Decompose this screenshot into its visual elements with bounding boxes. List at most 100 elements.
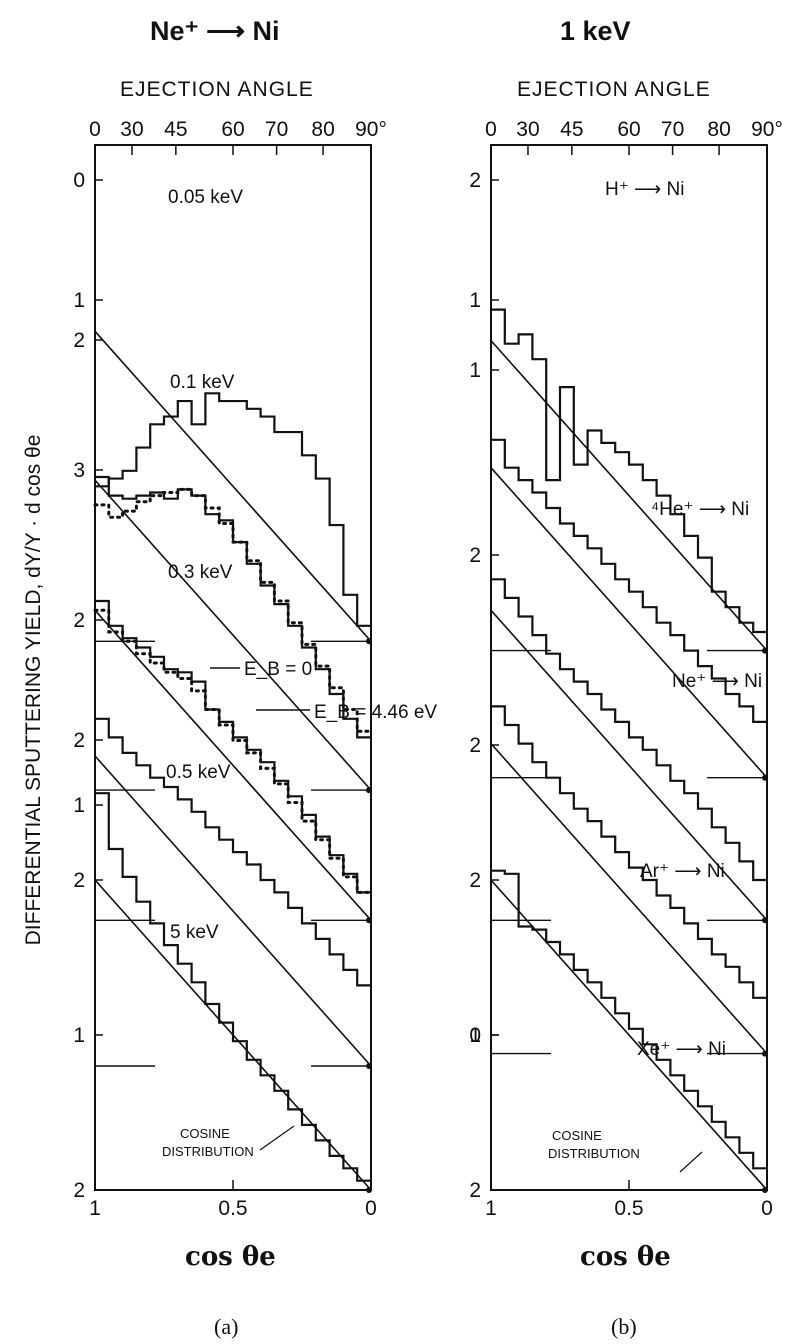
cosine-end-dot-a-4 (366, 1187, 372, 1193)
bottom-tick-label-a-2: 0 (365, 1197, 377, 1220)
histogram-b-2 (489, 578, 769, 882)
y-tick-label-b-6: 2 (469, 169, 481, 192)
caption-a: (a) (214, 1314, 238, 1339)
top-tick-label-b-0: 0 (485, 118, 497, 141)
cosine-line-b-3 (490, 743, 768, 1055)
top-tick-label-b-1: 30 (516, 118, 539, 141)
y-tick-label-a-6: 3 (73, 459, 85, 482)
top-tick-label-a-5: 80 (311, 118, 334, 141)
top-tick-label-b-4: 70 (661, 118, 684, 141)
histogram-a-5 (93, 717, 373, 987)
y-tick-label-a-8: 1 (73, 289, 85, 312)
y-axis-label: DIFFERENTIAL SPUTTERING YIELD, dY/Y · d … (22, 435, 45, 946)
cosine-end-dot-b-0 (762, 647, 768, 654)
top-tick-label-b-3: 60 (617, 118, 640, 141)
label-0-05-kev: 0.05 keV (168, 187, 243, 208)
histogram-a-3 (93, 599, 373, 894)
y-tick-label-a-0: 2 (73, 1179, 85, 1202)
header-left: Ne⁺ ⟶ Ni (150, 16, 279, 46)
cosine-line-a-1 (94, 479, 372, 791)
series-label-1: ⁴He⁺ ⟶ Ni (651, 499, 749, 520)
top-axis-title-a: EJECTION ANGLE (120, 78, 314, 101)
series-label-2: Ne⁺ ⟶ Ni (672, 671, 762, 692)
header-right: 1 keV (560, 16, 631, 46)
cosine-line-b-2 (490, 609, 768, 921)
cosine-line-a-2 (94, 609, 372, 921)
histogram-b-1 (489, 438, 769, 723)
y-tick-label-b-2: 2 (469, 869, 481, 892)
bottom-tick-label-b-1: 0.5 (614, 1197, 643, 1220)
cosine-line-b-1 (490, 467, 768, 779)
label-0-5-kev: 0.5 keV (166, 762, 231, 783)
series-label-4: Xe⁺ ⟶ Ni (637, 1039, 726, 1060)
top-axis-title-b: EJECTION ANGLE (517, 78, 711, 101)
series-label-3: Ar⁺ ⟶ Ni (640, 861, 725, 882)
x-axis-label-a: cos θe (185, 1242, 276, 1272)
y-tick-label-b-1: 1 (469, 1024, 481, 1047)
top-tick-label-b-5: 80 (707, 118, 730, 141)
cosine-line-a-0 (94, 330, 372, 642)
histogram-a-0 (93, 392, 373, 627)
top-tick-label-b-2: 45 (560, 118, 583, 141)
top-tick-label-a-6: 90° (355, 118, 387, 141)
cosine-leader-b (679, 1151, 703, 1173)
cosine-line-b-0 (490, 340, 768, 652)
y-tick-label-a-2: 2 (73, 869, 85, 892)
y-tick-label-b-0: 2 (469, 1179, 481, 1202)
cosine-end-dot-a-2 (366, 917, 372, 924)
top-tick-label-a-3: 60 (221, 118, 244, 141)
label-0-3-kev: 0.3 keV (168, 562, 233, 583)
cosine-end-dot-a-3 (366, 1063, 372, 1069)
histogram-b-3 (489, 705, 769, 999)
x-axis-label-b: cos θe (580, 1242, 671, 1272)
bottom-tick-label-a-1: 0.5 (218, 1197, 247, 1220)
y-tick-label-a-5: 2 (73, 609, 85, 632)
cosine-end-dot-b-4 (762, 1187, 768, 1193)
cosine-leader-a (259, 1125, 295, 1151)
y-tick-label-a-7: 2 (73, 329, 85, 352)
cosine-label-b-line1: COSINE (552, 1128, 602, 1143)
y-tick-label-a-1: 1 (73, 1024, 85, 1047)
top-tick-label-a-1: 30 (120, 118, 143, 141)
cosine-end-dot-a-0 (366, 638, 372, 645)
y-tick-label-b-8: 0 (469, 1024, 481, 1047)
cosine-label-b-line2: DISTRIBUTION (548, 1146, 640, 1161)
series-label-0: H⁺ ⟶ Ni (605, 179, 685, 200)
cosine-line-a-3 (94, 755, 372, 1067)
label-eb-4-46: E_B = 4.46 eV (314, 702, 437, 723)
bottom-tick-label-b-0: 1 (485, 1197, 497, 1220)
top-tick-label-a-4: 70 (265, 118, 288, 141)
y-tick-label-b-4: 2 (469, 544, 481, 567)
cosine-line-b-4 (490, 879, 768, 1191)
cosine-end-dot-b-2 (762, 917, 768, 924)
label-5-kev: 5 keV (170, 922, 219, 943)
y-tick-label-b-5: 1 (469, 359, 481, 382)
label-eb-0: E_B = 0 (244, 659, 312, 680)
cosine-label-a-line1: COSINE (180, 1126, 230, 1141)
cosine-label-a-line2: DISTRIBUTION (162, 1144, 254, 1159)
y-tick-label-a-3: 1 (73, 794, 85, 817)
y-tick-label-a-9: 0 (73, 169, 85, 192)
y-tick-label-a-4: 2 (73, 729, 85, 752)
label-0-1-kev: 0.1 keV (170, 372, 235, 393)
cosine-end-dot-b-1 (762, 774, 768, 781)
caption-b: (b) (611, 1314, 637, 1339)
cosine-end-dot-b-3 (762, 1050, 768, 1057)
histogram-b-4 (489, 869, 769, 1170)
top-tick-label-a-0: 0 (89, 118, 101, 141)
y-tick-label-b-7: 1 (469, 289, 481, 312)
top-tick-label-b-6: 90° (751, 118, 783, 141)
panel-b-frame (490, 144, 768, 1191)
top-tick-label-a-2: 45 (164, 118, 187, 141)
bottom-tick-label-a-0: 1 (89, 1197, 101, 1220)
histogram-a-2 (93, 487, 373, 733)
bottom-tick-label-b-2: 0 (761, 1197, 773, 1220)
y-tick-label-b-3: 2 (469, 734, 481, 757)
cosine-end-dot-a-1 (366, 787, 372, 794)
histogram-a-6 (93, 792, 373, 1182)
